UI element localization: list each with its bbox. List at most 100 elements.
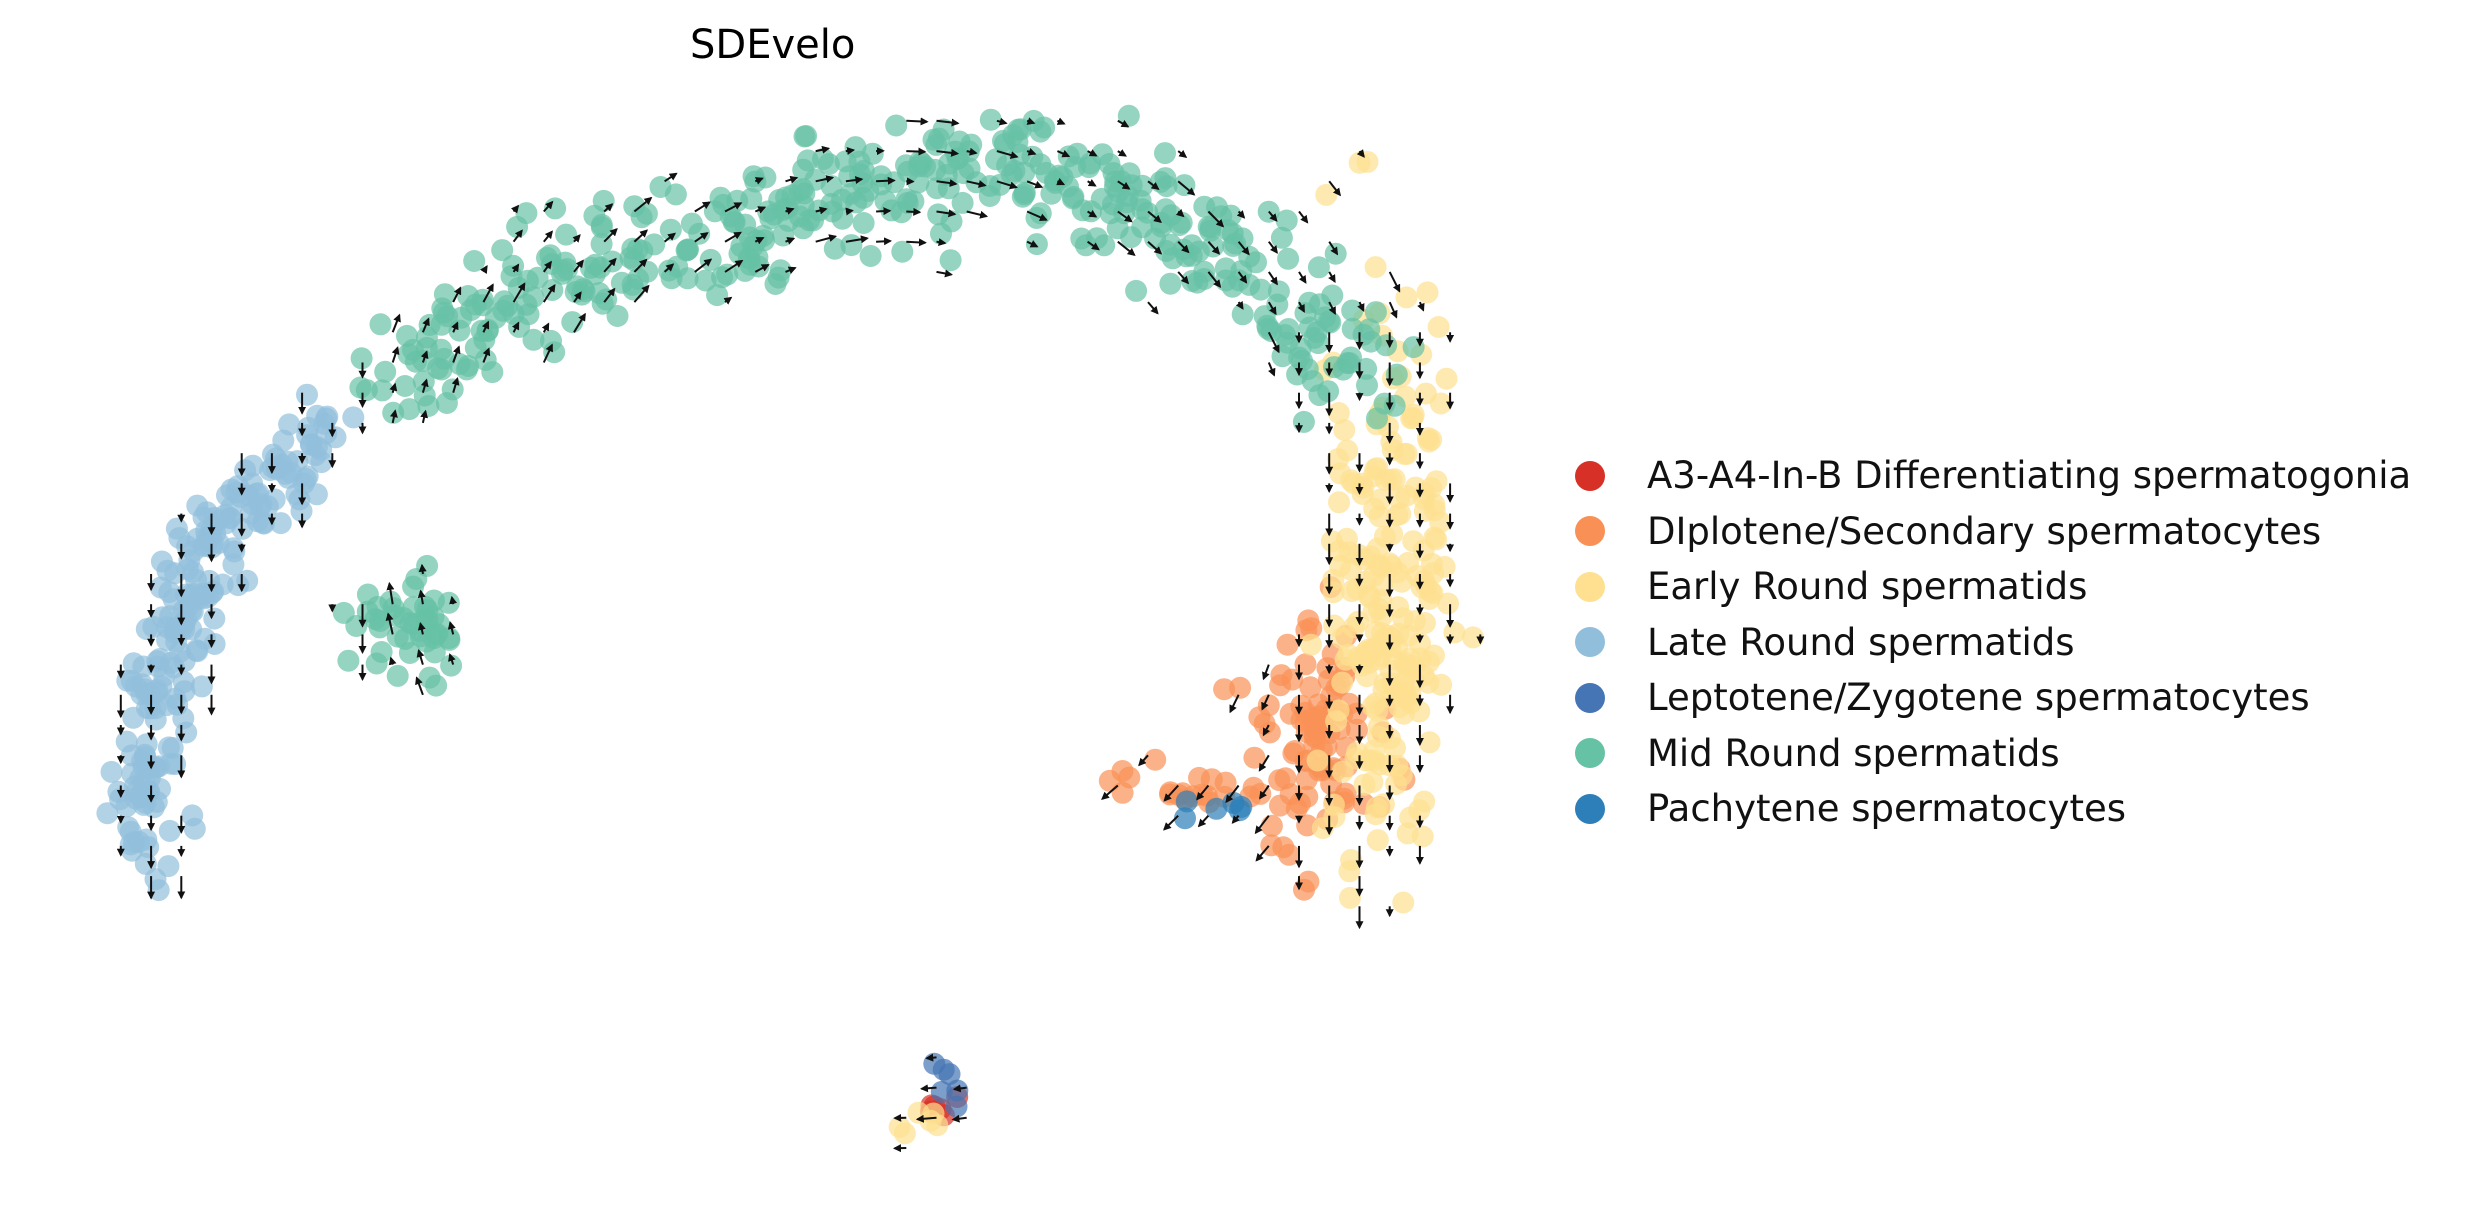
velocity-arrow bbox=[1026, 240, 1039, 248]
velocity-arrow bbox=[785, 175, 799, 184]
velocity-arrow bbox=[1237, 271, 1248, 284]
scatter-point bbox=[1433, 555, 1456, 578]
velocity-arrow bbox=[391, 313, 401, 333]
velocity-arrow bbox=[542, 283, 556, 303]
velocity-arrow bbox=[754, 264, 770, 273]
scatter-point bbox=[930, 1080, 953, 1103]
scatter-point bbox=[1149, 170, 1172, 193]
scatter-point bbox=[610, 271, 633, 294]
scatter-point bbox=[675, 239, 698, 262]
legend-label: Pachytene spermatocytes bbox=[1647, 787, 2126, 831]
scatter-point bbox=[1435, 367, 1458, 390]
scatter-point bbox=[1181, 270, 1204, 292]
legend-label: A3-A4-In-B Differentiating spermatogonia bbox=[1647, 454, 2412, 498]
velocity-arrow bbox=[603, 287, 616, 303]
scatter-point bbox=[430, 313, 453, 336]
velocity-arrow bbox=[1261, 694, 1270, 711]
velocity-arrow bbox=[1388, 271, 1401, 293]
scatter-point bbox=[643, 233, 666, 256]
scatter-point bbox=[584, 253, 607, 276]
scatter-point bbox=[1361, 695, 1384, 718]
scatter-point bbox=[371, 379, 394, 402]
scatter-point bbox=[190, 675, 213, 698]
scatter-point bbox=[1322, 568, 1345, 591]
scatter-point bbox=[1430, 673, 1453, 696]
scatter-point bbox=[1331, 671, 1354, 694]
scatter-point bbox=[241, 454, 264, 477]
velocity-arrow bbox=[845, 235, 869, 244]
scatter-point bbox=[1325, 710, 1348, 733]
scatter-point bbox=[1315, 183, 1338, 206]
velocity-arrow bbox=[1147, 240, 1163, 255]
velocity-arrow bbox=[572, 234, 581, 243]
velocity-arrow bbox=[448, 653, 456, 665]
scatter-point bbox=[506, 215, 529, 238]
scatter-point bbox=[1175, 790, 1198, 813]
velocity-arrow bbox=[420, 350, 429, 363]
legend: A3-A4-In-B Differentiating spermatogonia… bbox=[1575, 448, 2411, 837]
velocity-arrow bbox=[1087, 179, 1097, 187]
scatter-point bbox=[149, 576, 172, 599]
scatter-point bbox=[1154, 198, 1177, 221]
scatter-point bbox=[1402, 336, 1425, 359]
scatter-point bbox=[821, 200, 844, 223]
scatter-point bbox=[96, 802, 119, 825]
velocity-arrow bbox=[451, 376, 460, 393]
velocity-arrow bbox=[906, 238, 927, 247]
velocity-arrow bbox=[1117, 180, 1131, 190]
velocity-arrow bbox=[664, 172, 678, 183]
scatter-point bbox=[619, 246, 642, 269]
velocity-arrow bbox=[845, 146, 856, 155]
velocity-arrow bbox=[1258, 754, 1270, 772]
velocity-arrow bbox=[906, 207, 922, 216]
velocity-arrow bbox=[511, 263, 520, 273]
scatter-point bbox=[1328, 491, 1350, 514]
scatter-point bbox=[142, 615, 165, 638]
scatter-point bbox=[1416, 281, 1439, 304]
scatter-point bbox=[555, 223, 578, 246]
velocity-arrow bbox=[418, 563, 427, 575]
scatter-point bbox=[945, 1095, 968, 1118]
velocity-arrow bbox=[1262, 724, 1271, 737]
scatter-point bbox=[1401, 406, 1424, 429]
scatter-point bbox=[374, 360, 397, 383]
scatter-point bbox=[630, 206, 653, 229]
velocity-arrow bbox=[936, 118, 960, 127]
scatter-point bbox=[1390, 570, 1413, 593]
scatter-point bbox=[1437, 592, 1459, 615]
scatter-point bbox=[137, 836, 160, 859]
scatter-point bbox=[1364, 256, 1387, 279]
scatter-point bbox=[958, 157, 981, 180]
velocity-arrow bbox=[482, 347, 491, 363]
scatter-point bbox=[666, 255, 689, 278]
velocity-arrow bbox=[1147, 210, 1162, 224]
velocity-arrow bbox=[906, 117, 929, 126]
scatter-point bbox=[1395, 286, 1418, 309]
scatter-point bbox=[1333, 419, 1356, 441]
scatter-point bbox=[1429, 511, 1452, 534]
scatter-point bbox=[1346, 718, 1368, 741]
velocity-arrow bbox=[511, 321, 520, 333]
scatter-point bbox=[1070, 227, 1093, 250]
velocity-arrow bbox=[876, 237, 892, 246]
velocity-arrow bbox=[966, 180, 987, 188]
scatter-point bbox=[1154, 142, 1176, 165]
velocity-arrow bbox=[936, 269, 953, 278]
velocity-arrow bbox=[388, 656, 397, 666]
scatter-point bbox=[711, 266, 734, 289]
scatter-point bbox=[1278, 843, 1301, 866]
velocity-arrow bbox=[966, 210, 989, 219]
scatter-point bbox=[859, 245, 882, 267]
scatter-point bbox=[175, 721, 198, 744]
scatter-point bbox=[1420, 428, 1443, 451]
scatter-point bbox=[932, 118, 955, 141]
scatter-point bbox=[1331, 627, 1354, 650]
scatter-point bbox=[144, 868, 167, 891]
scatter-point bbox=[1228, 799, 1251, 822]
velocity-arrow bbox=[1177, 149, 1188, 158]
velocity-arrow bbox=[785, 237, 796, 245]
velocity-arrow bbox=[1268, 241, 1278, 254]
velocity-arrow bbox=[1197, 815, 1210, 828]
scatter-point bbox=[927, 203, 950, 226]
